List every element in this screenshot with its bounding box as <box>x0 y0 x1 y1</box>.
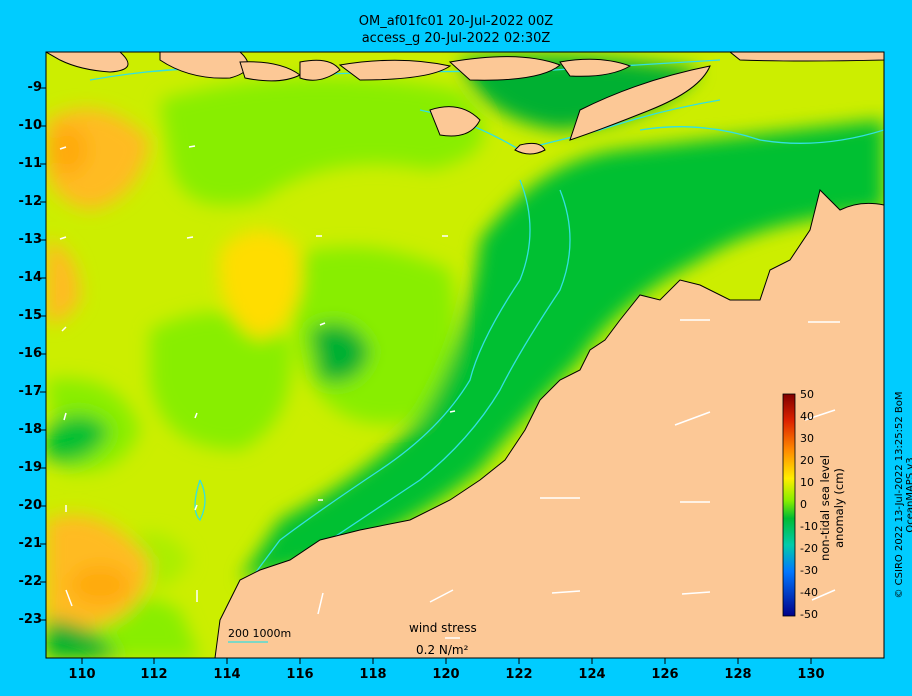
y-label: -18 <box>18 422 43 437</box>
y-label: -12 <box>18 194 43 209</box>
y-label: -13 <box>18 232 43 247</box>
x-label: 116 <box>286 667 314 682</box>
colorbar-tick: -40 <box>800 586 818 599</box>
wind-arrows <box>59 145 840 639</box>
x-label: 122 <box>505 667 533 682</box>
colorbar-tick: 0 <box>800 498 807 511</box>
x-label: 118 <box>359 667 387 682</box>
y-label: -11 <box>18 156 43 171</box>
y-label: -15 <box>18 308 43 323</box>
x-label: 114 <box>213 667 241 682</box>
y-label: -14 <box>18 270 43 285</box>
colorbar-tick: -50 <box>800 608 818 621</box>
map-title-line2: access_g 20-Jul-2022 02:30Z <box>361 31 551 46</box>
colorbar-tick: 40 <box>800 410 814 423</box>
y-label: -21 <box>18 536 43 551</box>
y-label: -10 <box>18 118 43 133</box>
y-label: -23 <box>18 612 43 627</box>
colorbar-tick: -30 <box>800 564 818 577</box>
sea-level-field <box>46 56 884 658</box>
land-masses <box>46 52 884 658</box>
colorbar-tick: -10 <box>800 520 818 533</box>
scale-bar-label: 200 1000m <box>228 627 292 640</box>
x-label: 124 <box>578 667 606 682</box>
y-label: -22 <box>18 574 43 589</box>
x-label: 128 <box>724 667 752 682</box>
colorbar-tick: 10 <box>800 476 814 489</box>
map-title-line1: OM_af01fc01 20-Jul-2022 00Z <box>358 14 554 29</box>
colorbar-tick: 30 <box>800 432 814 445</box>
colorbar-tick: -20 <box>800 542 818 555</box>
colorbar-label: non-tidal sea level anomaly (cm) <box>818 455 846 561</box>
y-label: -16 <box>18 346 43 361</box>
x-label: 130 <box>797 667 825 682</box>
wind-legend-label: wind stress <box>409 621 477 635</box>
y-label: -9 <box>27 80 42 95</box>
x-label: 112 <box>140 667 168 682</box>
colorbar-tick: 20 <box>800 454 814 467</box>
x-label: 120 <box>432 667 460 682</box>
wind-legend-value: 0.2 N/m² <box>416 643 469 657</box>
y-label: -19 <box>18 460 43 475</box>
axis-ticks <box>40 87 812 664</box>
colorbar-tick: 50 <box>800 388 814 401</box>
x-label: 110 <box>68 667 96 682</box>
x-label: 126 <box>651 667 679 682</box>
colorbar <box>782 393 796 617</box>
y-label: -20 <box>18 498 43 513</box>
map-frame <box>45 51 885 659</box>
y-label: -17 <box>18 384 43 399</box>
copyright-text: © CSIRO 2022 13-Jul-2022 13:25:52 BoM Oc… <box>894 391 912 599</box>
